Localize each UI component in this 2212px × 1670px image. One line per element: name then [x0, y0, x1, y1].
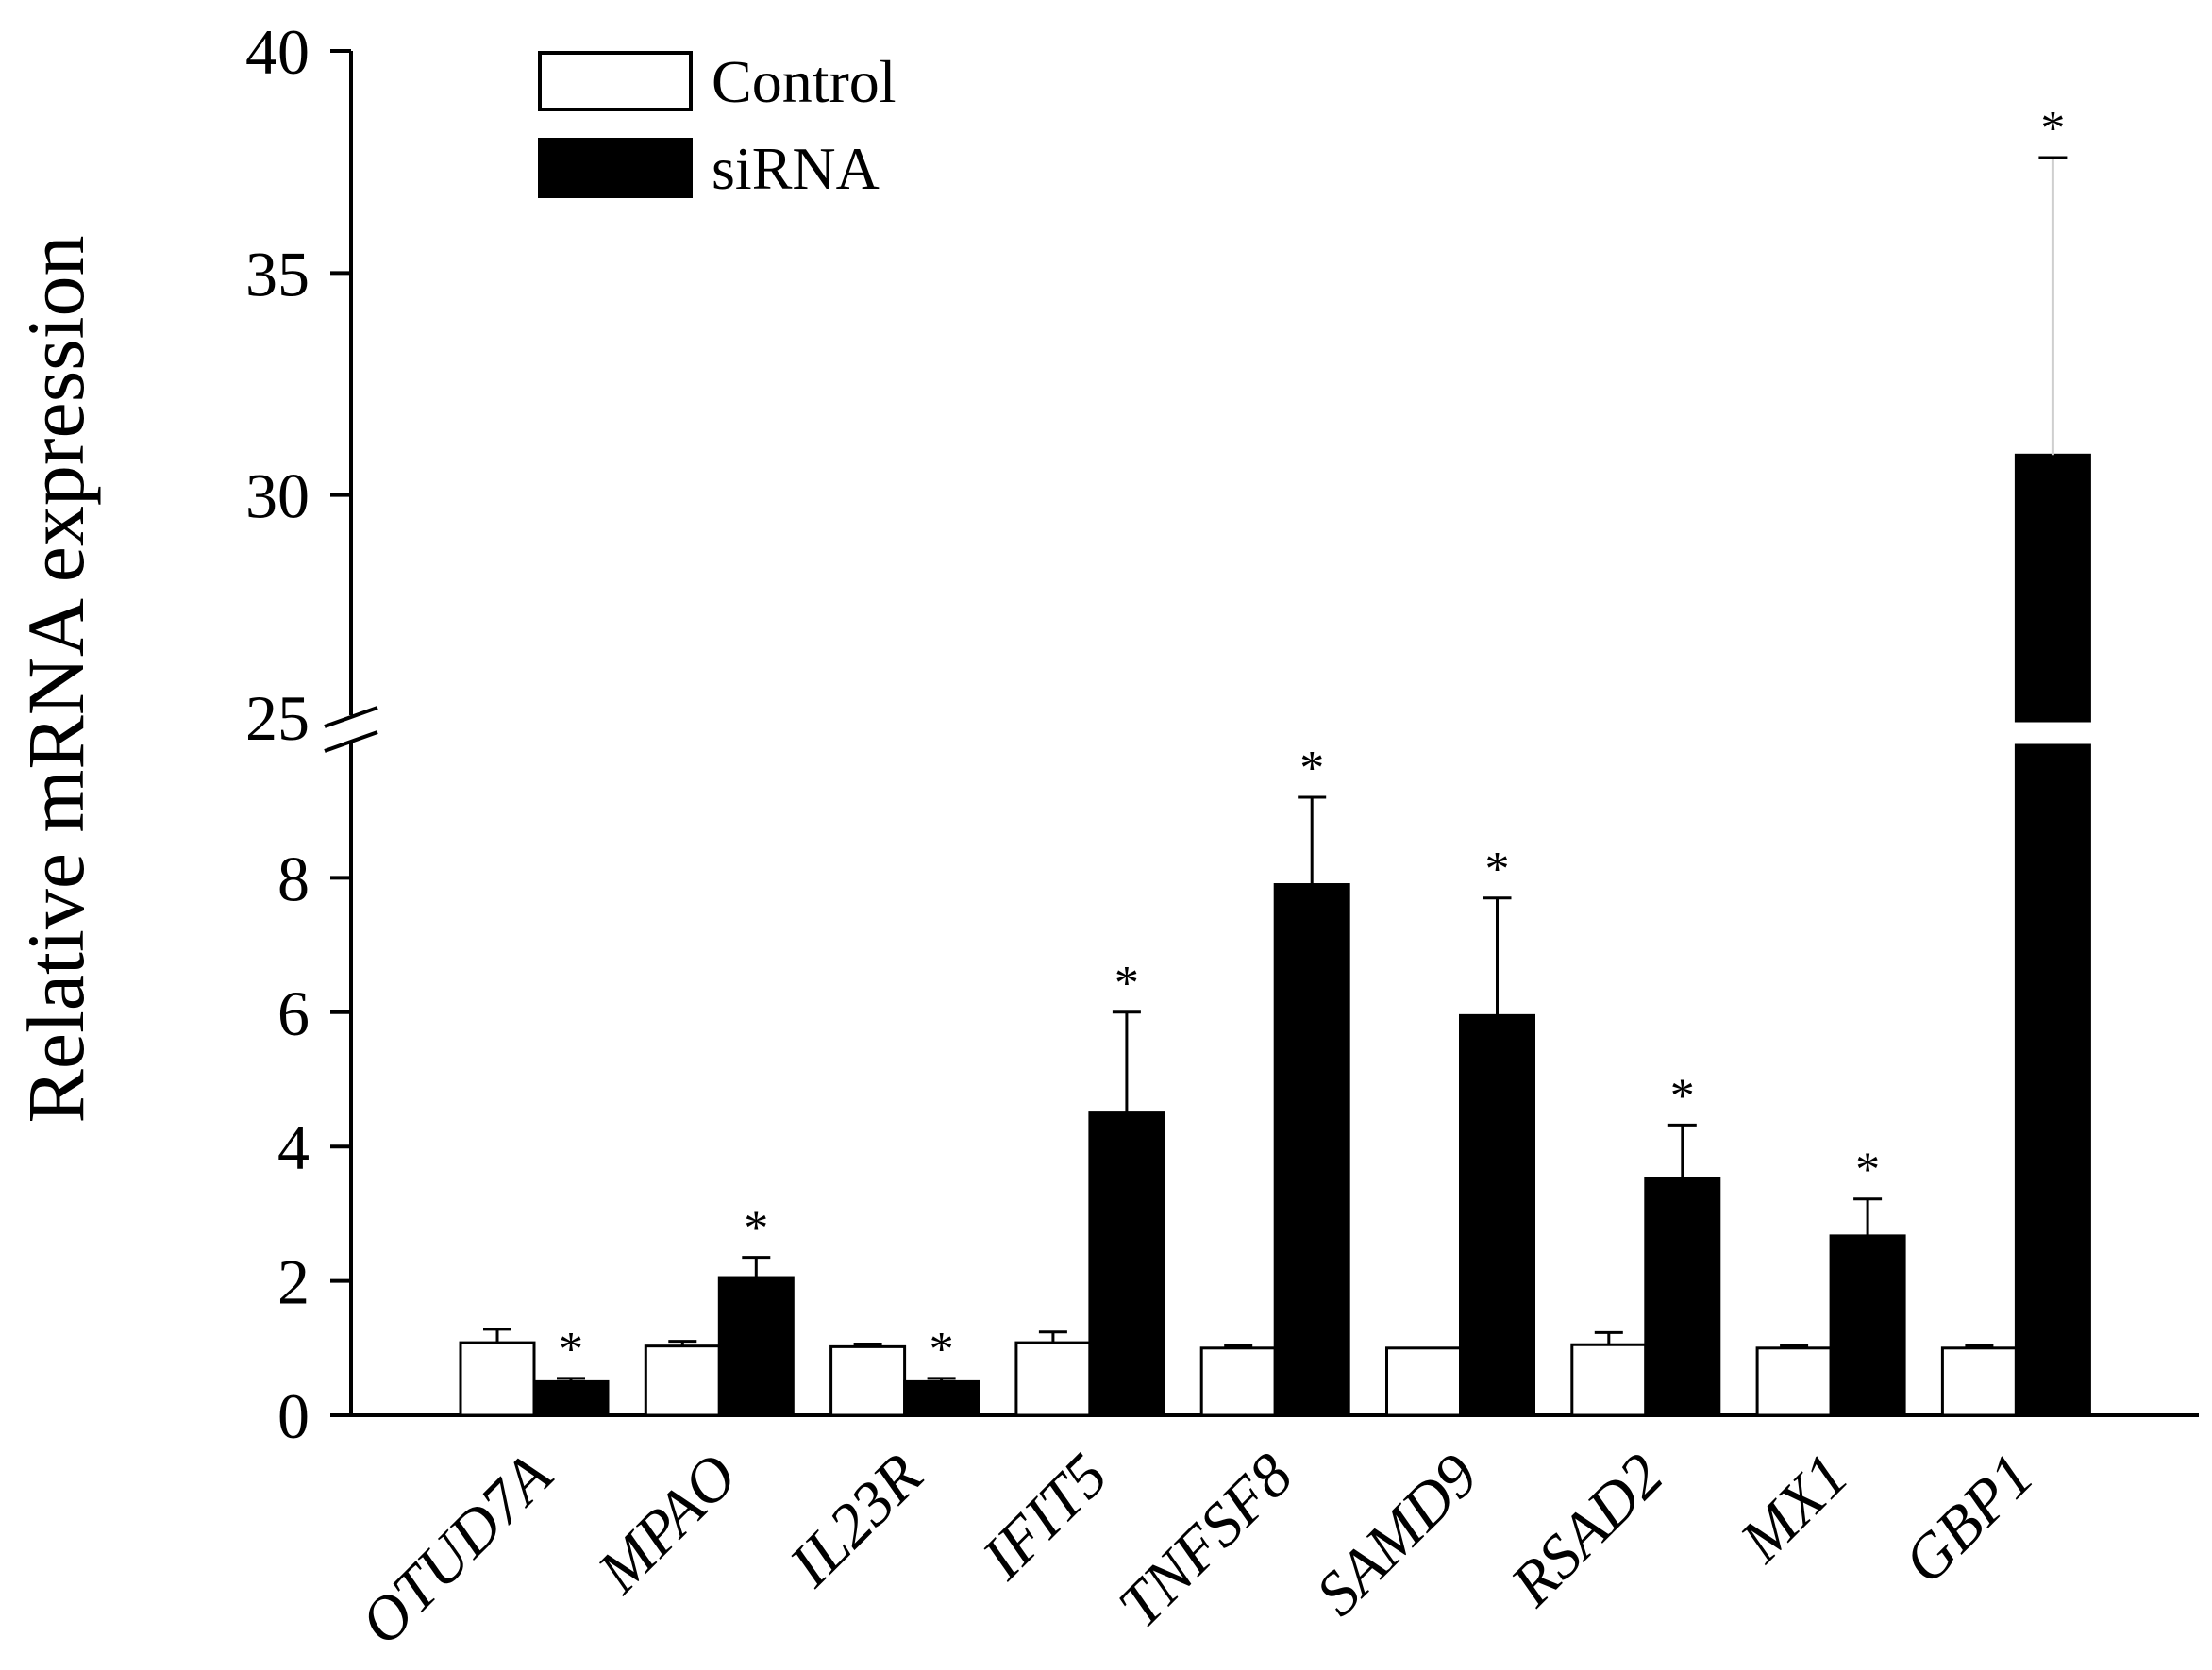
y-tick-label: 35	[245, 238, 310, 309]
category-label-il23r: IL23R	[776, 1441, 935, 1600]
significance-star-sirna-otud7a: *	[559, 1323, 583, 1377]
bar-control-rsad2	[1570, 1343, 1648, 1417]
category-label-otud7a: OTUD7A	[347, 1441, 565, 1659]
y-tick-label: 2	[277, 1246, 310, 1318]
y-tick-label: 6	[277, 977, 310, 1049]
axis-break-mark	[324, 706, 378, 728]
bar-sirna-tnfsf8	[1273, 883, 1350, 1417]
y-tick-label: 4	[277, 1111, 310, 1183]
bar-control-mpao	[644, 1344, 721, 1417]
bar-sirna-il23r	[903, 1379, 980, 1417]
bar-control-tnfsf8	[1199, 1346, 1277, 1417]
bar-control-gbp1	[1940, 1346, 2018, 1417]
y-tick-label: 8	[277, 843, 310, 914]
bar-sirna-mpao	[717, 1276, 795, 1417]
category-label-mx1: MX1	[1727, 1441, 1862, 1576]
significance-star-sirna-samd9: *	[1485, 843, 1510, 896]
significance-star-sirna-il23r: *	[930, 1323, 954, 1377]
axis-break-mark	[324, 730, 378, 753]
category-label-samd9: SAMD9	[1303, 1441, 1491, 1628]
legend-swatch-sirna	[538, 138, 693, 198]
significance-star-sirna-tnfsf8: *	[1299, 742, 1324, 795]
bar-control-samd9	[1385, 1346, 1462, 1417]
significance-star-sirna-gbp1: *	[2040, 102, 2065, 156]
significance-star-sirna-mpao: *	[744, 1202, 768, 1256]
y-tick-label: 40	[245, 16, 310, 88]
bar-sirna-gbp1-upper	[2014, 453, 2091, 723]
category-label-mpao: MPAO	[584, 1441, 750, 1607]
legend-label-sirna: siRNA	[712, 135, 880, 202]
y-tick-label: 25	[245, 682, 310, 754]
bar-sirna-rsad2	[1644, 1177, 1721, 1417]
bar-control-otud7a	[459, 1341, 536, 1417]
significance-star-sirna-ifit5: *	[1114, 957, 1139, 1010]
y-axis-label: Relative mRNA expression	[10, 235, 101, 1123]
bar-sirna-mx1	[1829, 1234, 1906, 1417]
bar-sirna-otud7a	[532, 1379, 610, 1417]
legend-swatch-control	[538, 51, 693, 111]
bar-control-mx1	[1755, 1346, 1833, 1417]
y-tick-label: 30	[245, 460, 310, 532]
category-label-tnfsf8: TNFSF8	[1105, 1441, 1305, 1641]
category-label-gbp1: GBP1	[1890, 1441, 2047, 1597]
category-label-rsad2: RSAD2	[1498, 1441, 1677, 1620]
bars: * * * * * * * * *	[459, 102, 2091, 1417]
bar-control-ifit5	[1014, 1341, 1092, 1417]
bar-sirna-ifit5	[1088, 1111, 1165, 1417]
significance-star-sirna-mx1: *	[1855, 1144, 1880, 1197]
y-tick-label: 0	[277, 1380, 310, 1452]
bar-sirna-samd9	[1459, 1013, 1535, 1417]
bar-control-il23r	[830, 1344, 907, 1417]
legend: Control siRNA	[538, 48, 897, 202]
bar-sirna-gbp1-lower	[2014, 743, 2091, 1417]
significance-star-sirna-rsad2: *	[1670, 1069, 1695, 1123]
legend-label-control: Control	[712, 48, 897, 115]
category-label-ifit5: IFIT5	[968, 1441, 1120, 1593]
